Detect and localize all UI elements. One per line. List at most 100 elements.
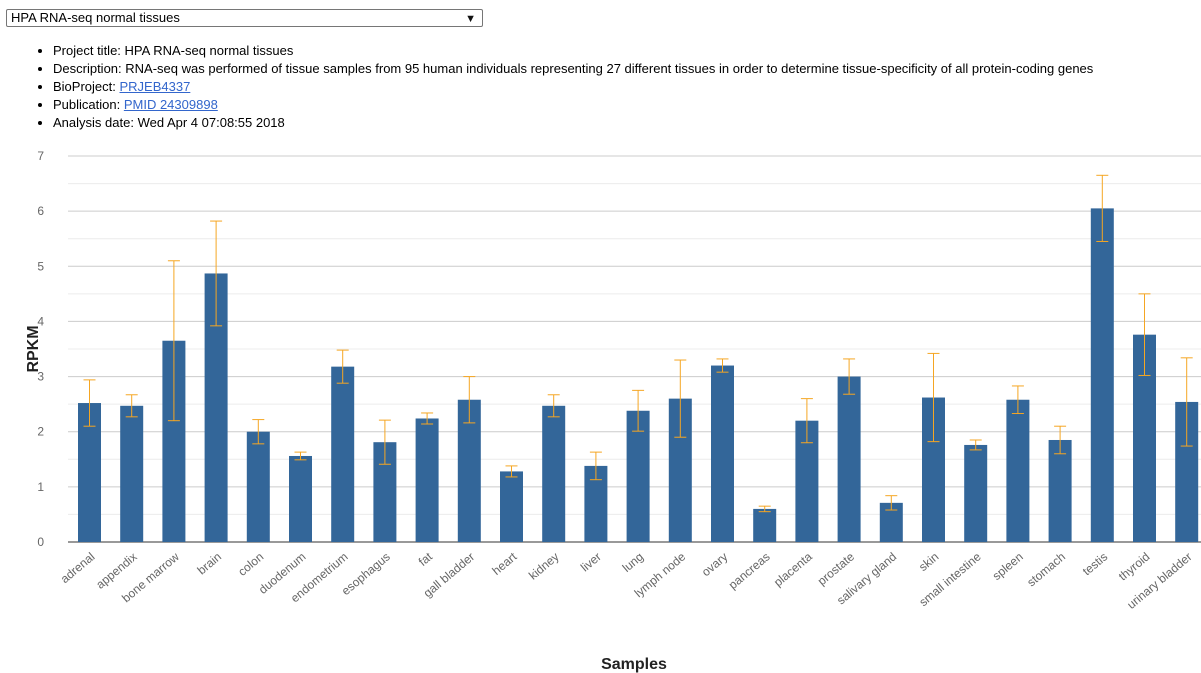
y-tick-label: 5 [37,259,44,273]
bar-heart [500,471,523,542]
error-bar [1180,357,1193,447]
error-bar [589,451,602,481]
y-tick-label: 0 [37,535,44,549]
y-tick-label: 6 [37,204,44,218]
error-bar [1096,174,1109,242]
bar-liver [584,465,608,542]
x-tick-label: brain [195,550,224,578]
bar-fat [415,418,439,542]
error-bar [505,465,518,478]
bar-lymph-node [668,398,692,542]
error-bar [632,389,645,432]
bar-thyroid [1133,334,1156,542]
x-tick-label: testis [1080,550,1110,579]
error-bar [1011,385,1024,415]
analysis-date-value: Wed Apr 4 07:08:55 2018 [137,115,285,130]
error-bar [1054,425,1067,455]
project-info-list: Project title: HPA RNA-seq normal tissue… [35,42,1201,132]
bioproject-link[interactable]: PRJEB4337 [119,79,191,94]
error-bar [463,376,476,424]
error-bar [210,220,223,327]
error-bar [716,358,729,373]
y-tick-label: 3 [37,370,44,384]
bar-salivary-gland [879,502,903,542]
project-title-label: Project title: [53,43,121,58]
error-bar [294,451,307,461]
error-bar [83,379,96,427]
bar-duodenum [289,455,312,542]
project-title-value: HPA RNA-seq normal tissues [124,43,294,58]
error-bar [758,505,771,513]
bar-gall-bladder [457,399,481,542]
x-tick-label: stomach [1024,550,1068,590]
x-tick-label: kidney [526,550,562,583]
x-tick-label: thyroid [1116,550,1153,584]
error-bar [1138,293,1151,376]
error-bar [336,349,349,384]
bar-colon [246,431,270,542]
x-axis-title: Samples [601,656,667,673]
y-tick-label: 1 [37,480,44,494]
chart-error-bars [83,174,1193,513]
bar-kidney [542,405,566,542]
bar-brain [204,273,228,542]
bioproject-item: BioProject: PRJEB4337 [53,78,1201,96]
x-tick-label: spleen [990,550,1026,583]
x-tick-label: ovary [699,550,730,580]
y-tick-label: 2 [37,425,44,439]
y-tick-label: 7 [37,149,44,163]
chart-bars [78,208,1199,542]
publication-link[interactable]: PMID 24309898 [123,97,218,112]
bar-esophagus [373,442,397,542]
y-tick-label: 4 [37,314,44,328]
chevron-down-icon: ▼ [465,13,476,25]
x-tick-label: lung [620,550,646,575]
dataset-select[interactable]: HPA RNA-seq normal tissues ▼ [6,9,483,27]
x-tick-label: skin [916,550,941,574]
error-bar [547,394,560,418]
bar-bone-marrow [162,340,186,542]
x-tick-label: adrenal [58,550,98,586]
bar-spleen [1006,399,1030,542]
bar-endometrium [331,366,355,542]
project-title-item: Project title: HPA RNA-seq normal tissue… [53,42,1201,60]
error-bar [167,260,180,422]
error-bar [885,495,898,511]
description-label: Description: [53,61,122,76]
error-bar [378,419,391,465]
bioproject-label: BioProject: [53,79,116,94]
bar-ovary [711,365,734,542]
x-tick-label: liver [578,550,604,575]
dataset-select-value: HPA RNA-seq normal tissues [11,10,180,25]
bar-stomach [1048,439,1072,542]
x-tick-label: fat [416,549,436,569]
bar-placenta [795,420,819,542]
description-value: RNA-seq was performed of tissue samples … [125,61,1094,76]
x-tick-label: colon [235,550,266,579]
error-bar [252,419,265,445]
error-bar [843,358,856,395]
bar-lung [626,410,650,542]
x-tick-label: heart [489,549,519,578]
publication-label: Publication: [53,97,121,112]
bar-pancreas [753,508,777,542]
error-bar [421,412,434,425]
error-bar [125,394,138,418]
bar-testis [1090,208,1114,542]
bar-small-intestine [964,444,988,542]
analysis-date-label: Analysis date: [53,115,134,130]
error-bar [800,398,813,444]
publication-item: Publication: PMID 24309898 [53,96,1201,114]
description-item: Description: RNA-seq was performed of ti… [53,60,1201,78]
bar-skin [922,397,945,542]
x-tick-label: pancreas [726,550,773,592]
y-axis-ticks: 0 1 2 3 4 5 6 7 [37,149,44,549]
x-tick-label: placenta [771,549,815,589]
bar-urinary-bladder [1175,401,1199,542]
error-bar [674,359,687,438]
error-bar [969,439,982,451]
analysis-date-item: Analysis date: Wed Apr 4 07:08:55 2018 [53,114,1201,132]
bar-appendix [120,405,144,542]
